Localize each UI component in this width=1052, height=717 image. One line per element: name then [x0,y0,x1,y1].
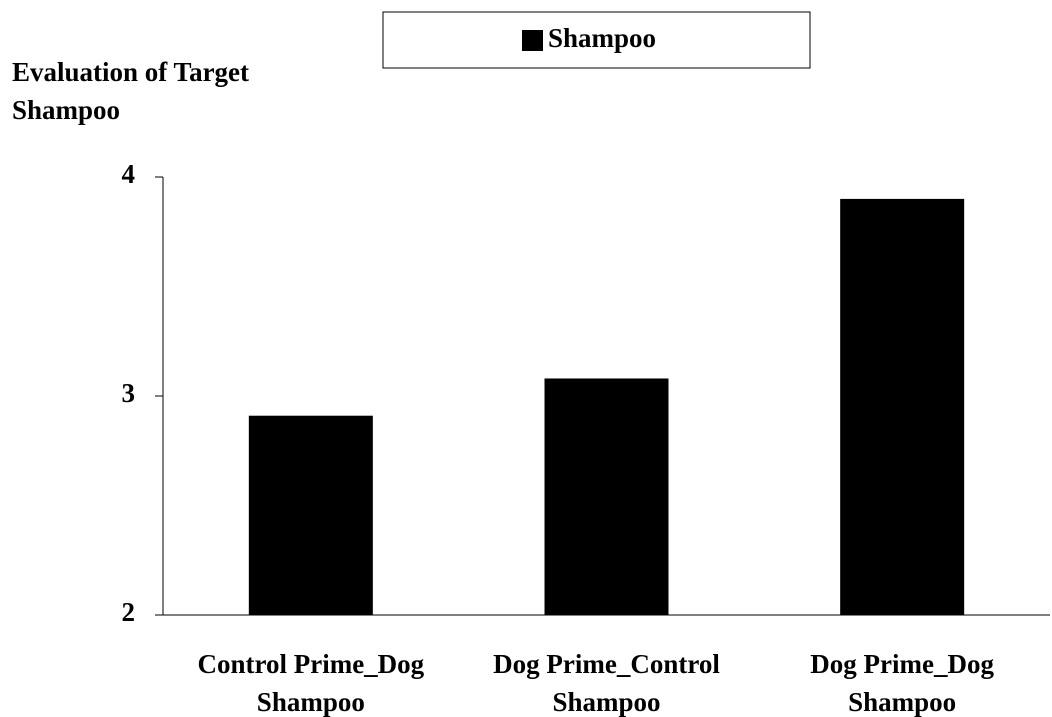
bar [840,198,965,615]
y-tick-label: 2 [122,597,136,627]
legend-box [382,11,811,69]
bar [248,415,373,615]
y-tick-label: 4 [122,159,136,189]
legend-swatch [522,30,543,51]
y-axis-label: Evaluation of Target Shampoo [12,57,250,125]
x-tick-label: Dog Prime_Dog Shampoo [810,649,994,717]
x-tick-label: Control Prime_Dog Shampoo [197,649,425,717]
legend-label: Shampoo [548,23,656,53]
x-tick-label: Dog Prime_Control Shampoo [493,649,720,717]
y-tick-label: 3 [122,378,136,408]
bar [544,378,669,615]
